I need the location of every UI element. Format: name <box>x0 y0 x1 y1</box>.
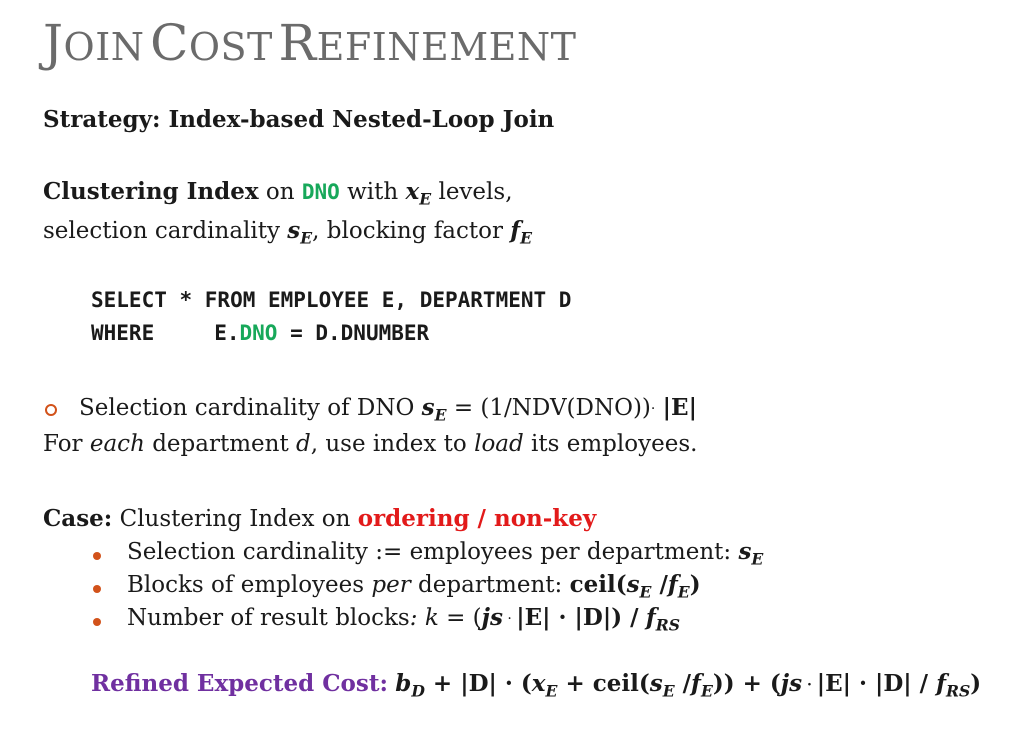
title-letter: R <box>278 14 317 72</box>
f-symbol: fE <box>510 217 533 248</box>
bullet-icon <box>93 552 101 560</box>
clustering-label: Clustering Index <box>43 178 259 205</box>
text: , blocking factor <box>312 218 503 244</box>
clustering-line: Clustering Index on DNO with xE levels, <box>43 177 513 207</box>
where-keyword: WHERE <box>91 321 155 345</box>
refined-cost-line: Refined Expected Cost: bD + |D| · (xE + … <box>91 669 981 700</box>
formula: = (1/NDV(DNO)) <box>453 395 651 421</box>
title-letter: J <box>43 14 64 72</box>
bullet-item: Number of result blocks: k = (js · |E| ·… <box>127 604 681 635</box>
title-word: OST <box>188 25 273 69</box>
title-word: EFINEMENT <box>316 25 577 69</box>
ring-bullet-icon <box>45 404 57 416</box>
title-word: OIN <box>63 25 145 69</box>
bullet-icon <box>93 618 101 626</box>
query-line-1: SELECT * FROM EMPLOYEE E, DEPARTMENT D <box>91 288 572 312</box>
cost-formula: bD + |D| · (xE + ceil(sE /fE)) + (js · |… <box>395 670 982 701</box>
text: on <box>265 179 295 205</box>
strategy-heading: Strategy: Index-based Nested-Loop Join <box>43 106 555 133</box>
bullet-item: Selection cardinality := employees per d… <box>127 538 764 569</box>
bullet-item: Blocks of employees per department: ceil… <box>127 571 701 602</box>
s-symbol: sE <box>287 217 313 248</box>
case-label: Case: <box>43 505 113 532</box>
text: levels, <box>438 179 513 205</box>
query-line-2: WHERE E.DNO = D.DNUMBER <box>91 321 430 345</box>
ordering-nonkey-highlight: ordering / non-key <box>357 505 597 532</box>
bullet-icon <box>93 585 101 593</box>
text: selection cardinality <box>43 218 280 244</box>
dno-attribute: DNO <box>301 180 340 204</box>
title-letter: C <box>150 14 189 72</box>
x-symbol: xE <box>405 178 432 209</box>
selectivity-line: selection cardinality sE, blocking facto… <box>43 216 532 246</box>
s-symbol: sE <box>421 394 447 425</box>
cardinality: |E| <box>662 394 697 421</box>
case-line: Case: Clustering Index on ordering / non… <box>43 505 597 532</box>
each-department-line: For each department d, use index to load… <box>43 431 698 457</box>
text: with <box>347 179 399 205</box>
text: Selection cardinality of DNO <box>79 395 415 421</box>
dno-attribute: DNO <box>239 321 278 345</box>
page-title: JOIN COST REFINEMENT <box>43 14 576 72</box>
refined-cost-label: Refined Expected Cost: <box>91 670 388 697</box>
selection-line: Selection cardinality of DNO sE = (1/NDV… <box>79 394 697 425</box>
